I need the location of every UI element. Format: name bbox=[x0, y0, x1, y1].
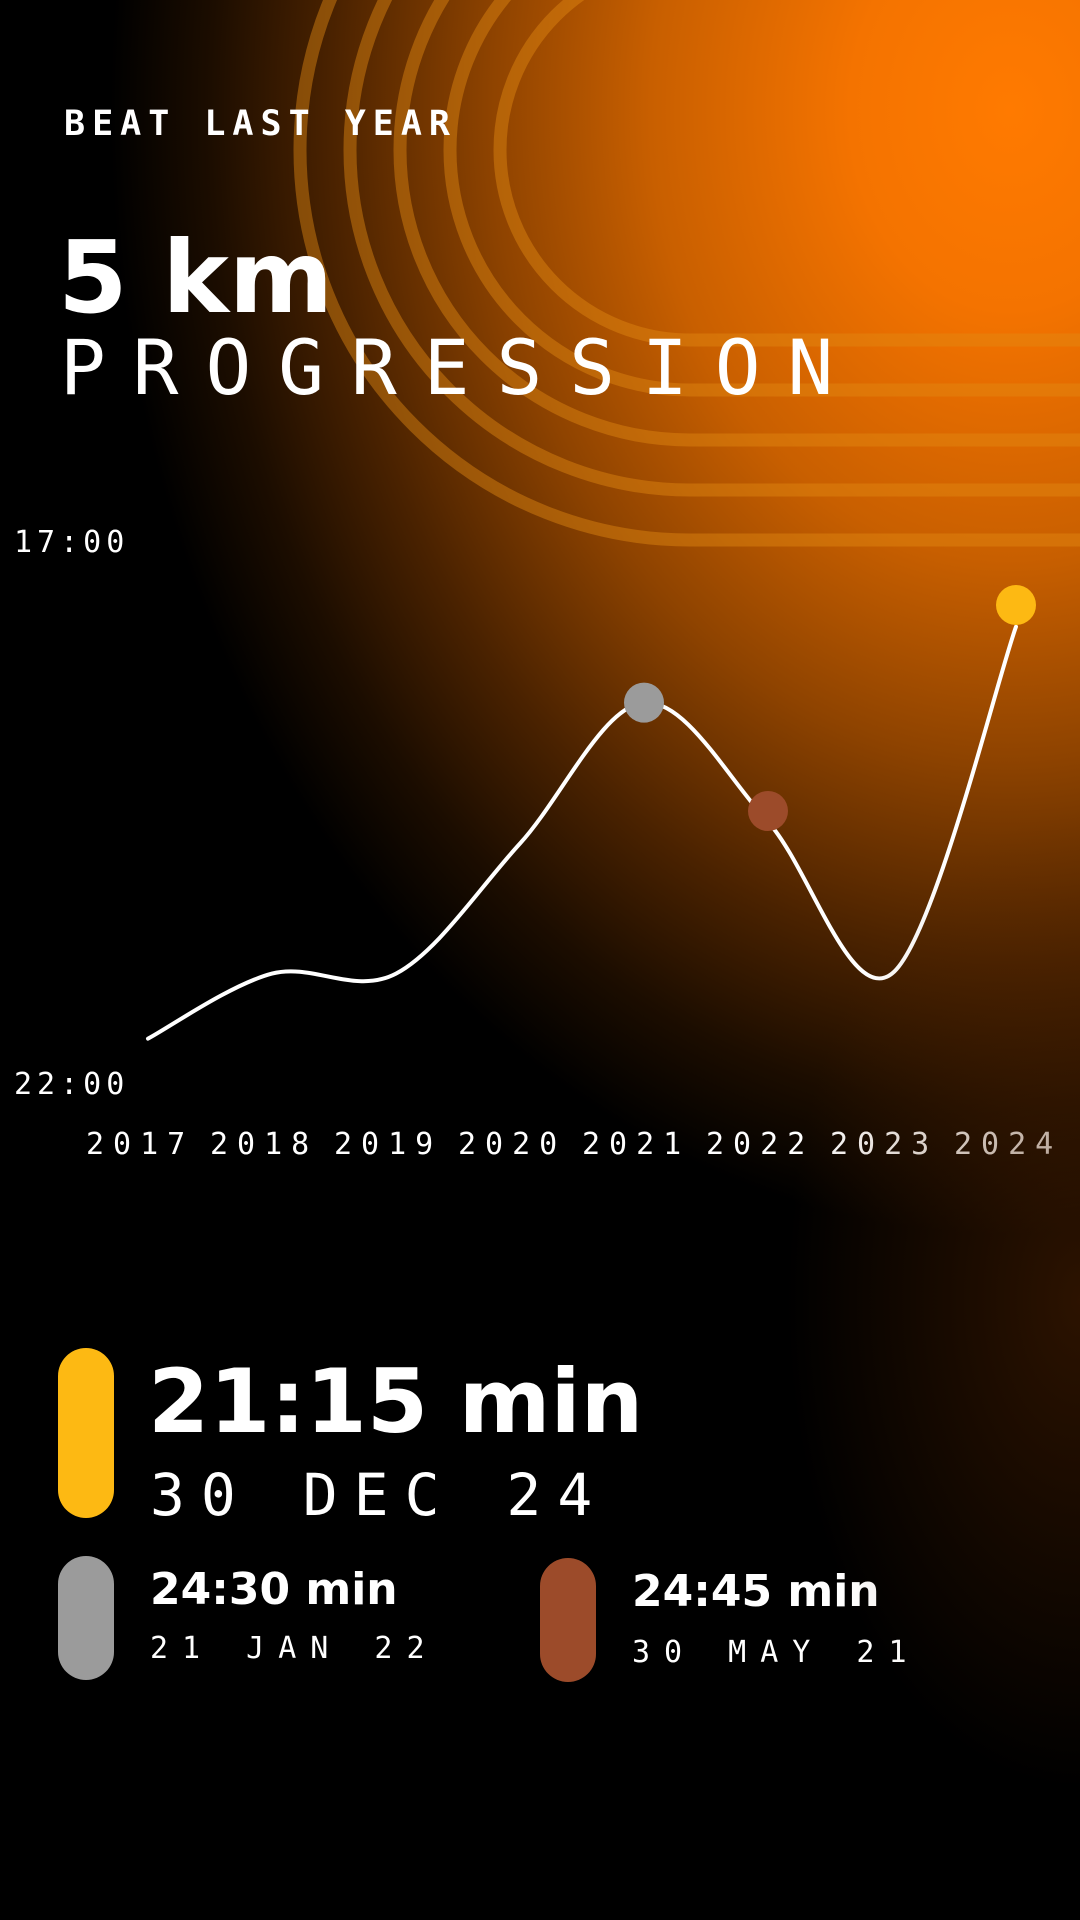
page-title: PROGRESSION bbox=[60, 323, 861, 412]
y-tick-label: 22:00 bbox=[14, 1067, 129, 1102]
highlight-point-2021 bbox=[624, 682, 664, 723]
x-tick-label: 2018 bbox=[210, 1127, 318, 1162]
second-time-date: 21 JAN 22 bbox=[150, 1631, 439, 1666]
eyebrow-label: BEAT LAST YEAR bbox=[64, 104, 458, 144]
distance-title: 5 km bbox=[58, 219, 334, 336]
x-tick-label: 2021 bbox=[582, 1127, 690, 1162]
x-tick-label: 2023 bbox=[830, 1127, 938, 1162]
best-time-swatch bbox=[58, 1348, 114, 1518]
x-tick-label: 2024 bbox=[954, 1127, 1062, 1162]
x-tick-label: 2022 bbox=[706, 1127, 814, 1162]
x-tick-label: 2020 bbox=[458, 1127, 566, 1162]
third-time-value: 24:45 min bbox=[632, 1566, 880, 1617]
third-time-swatch bbox=[540, 1558, 596, 1682]
third-time-date: 30 MAY 21 bbox=[632, 1635, 921, 1670]
x-tick-label: 2017 bbox=[86, 1127, 194, 1162]
best-time-date: 30 DEC 24 bbox=[150, 1461, 609, 1529]
y-tick-label: 17:00 bbox=[14, 525, 129, 560]
second-time-swatch bbox=[58, 1556, 114, 1680]
highlight-point-2024 bbox=[996, 585, 1036, 626]
highlight-point-2022 bbox=[748, 791, 788, 831]
best-time-value: 21:15 min bbox=[148, 1350, 644, 1453]
second-time-value: 24:30 min bbox=[150, 1564, 398, 1615]
progression-line bbox=[146, 624, 1018, 1041]
x-tick-label: 2019 bbox=[334, 1127, 442, 1162]
